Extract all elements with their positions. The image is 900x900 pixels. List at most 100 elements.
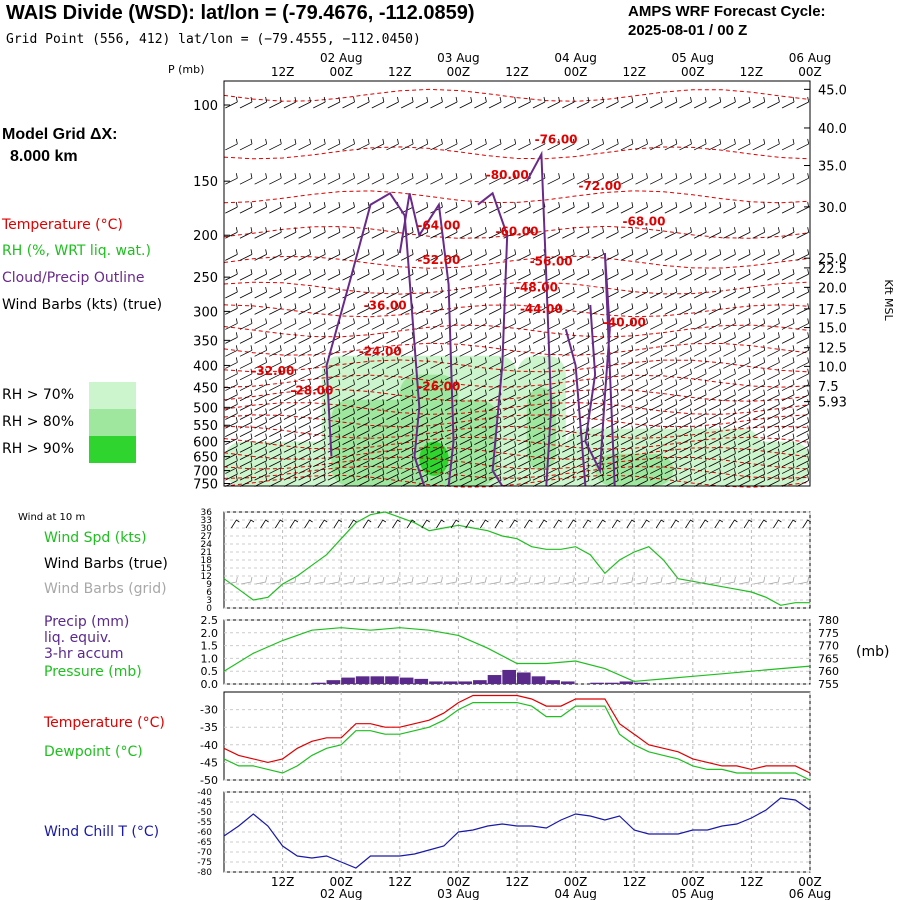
wind-barb <box>327 227 341 239</box>
wind-barb <box>444 389 458 402</box>
wind-barb <box>503 455 517 468</box>
wind-barb <box>459 173 473 185</box>
wind-barb <box>679 318 692 330</box>
wind-barb <box>737 96 751 109</box>
wind-barb <box>313 318 326 330</box>
wind-barb-true <box>670 519 680 529</box>
wind-barb <box>679 399 692 411</box>
wind-barb-grid <box>577 576 590 585</box>
wind-barb <box>488 173 502 185</box>
chart-title: WAIS Divide (WSD): lat/lon = (-79.4676, … <box>6 2 475 24</box>
sounding-frame <box>223 80 811 487</box>
wind-barb <box>254 408 268 420</box>
wind-barb <box>400 399 414 411</box>
wind-barb <box>488 227 502 239</box>
wind-barb <box>620 462 634 474</box>
wind-barb <box>796 345 810 357</box>
wind-barb <box>269 332 282 344</box>
wind-barb <box>239 303 253 315</box>
wind-barb <box>781 345 795 357</box>
wind-barb <box>474 469 487 481</box>
wind-barb-true <box>538 519 548 529</box>
wind-barb <box>649 202 663 214</box>
wind-barb-true <box>260 519 269 529</box>
wind-barb <box>576 173 590 185</box>
wind-barb <box>693 448 707 460</box>
wind-barb <box>356 368 370 381</box>
wind-barb <box>518 96 531 109</box>
wind-barb <box>503 408 517 420</box>
wind-barb <box>459 202 473 214</box>
height-tick-label: 40.0 <box>818 122 847 137</box>
wind-barb <box>679 357 692 369</box>
wind-barb <box>547 303 561 315</box>
wind-barb <box>342 441 355 453</box>
wind-barb <box>679 455 692 468</box>
wind-barb <box>474 227 487 239</box>
wind-barb <box>430 433 443 445</box>
wind-barb-grid <box>797 576 810 585</box>
bottom-hour-label: 00Z <box>564 875 588 889</box>
wind-barb <box>400 173 414 185</box>
wind-barb <box>708 138 722 151</box>
wind-barb <box>298 441 311 453</box>
pressure-line <box>223 627 811 683</box>
wind-barb <box>606 96 619 109</box>
wind-barb <box>679 138 692 151</box>
wind-barb <box>796 379 810 391</box>
wind-barb <box>225 173 238 185</box>
wind-barb <box>606 469 619 481</box>
wind-barb <box>664 455 678 468</box>
wind-barb <box>679 332 692 344</box>
wind-barb <box>752 441 766 453</box>
isotherm-label: -26.00 <box>417 379 460 393</box>
wind-barb <box>298 96 311 109</box>
wind-barb <box>386 332 399 344</box>
wind-barb <box>723 441 736 453</box>
wind-barb <box>635 433 648 445</box>
pressure-tick-label: 350 <box>193 334 218 349</box>
pressure-tick-label: 700 <box>193 465 218 480</box>
isotherm-label: -36.00 <box>364 299 407 313</box>
wind-barb <box>474 303 487 315</box>
wind-barb <box>488 286 502 299</box>
wind-barb <box>591 408 604 420</box>
wind-barb <box>269 399 282 411</box>
wind-barb <box>562 96 575 109</box>
wind-barb <box>313 286 326 299</box>
wind-barb <box>708 303 722 315</box>
wind-barb <box>737 368 751 381</box>
wind-barb <box>400 332 414 344</box>
wind-barb <box>400 138 414 151</box>
wind-barb-true <box>333 519 343 529</box>
wind-barb <box>313 269 326 281</box>
top-hour-label: 12Z <box>505 65 529 79</box>
wind-barb <box>752 332 766 344</box>
wind-barb <box>562 368 575 381</box>
wind-barb <box>474 368 487 381</box>
wind-barb <box>532 455 546 468</box>
wind-barb <box>606 173 619 185</box>
wind-barb <box>415 462 429 474</box>
wind-barb <box>356 345 370 357</box>
wind-barb <box>781 303 795 315</box>
wind-barb <box>591 249 604 261</box>
wind-barb <box>356 318 370 330</box>
wind-barb <box>518 357 531 369</box>
bottom-date-label: 05 Aug <box>672 887 715 900</box>
wind-barb <box>313 379 326 391</box>
wind-barb <box>635 389 648 402</box>
wind-barb <box>298 345 311 357</box>
wind-barb <box>415 448 429 460</box>
isotherm-label: -56.00 <box>530 254 573 268</box>
wind-barb <box>386 345 399 357</box>
wind-barb-true <box>626 519 636 529</box>
isotherm-label: -68.00 <box>622 215 665 229</box>
wind-barb <box>547 138 561 151</box>
wind-barb <box>723 389 736 402</box>
wind-tick-label: 15 <box>201 564 212 574</box>
wind-barb <box>342 345 355 357</box>
wind-barb <box>723 368 736 381</box>
wind-barb <box>313 417 326 429</box>
wind-barb <box>781 269 795 281</box>
